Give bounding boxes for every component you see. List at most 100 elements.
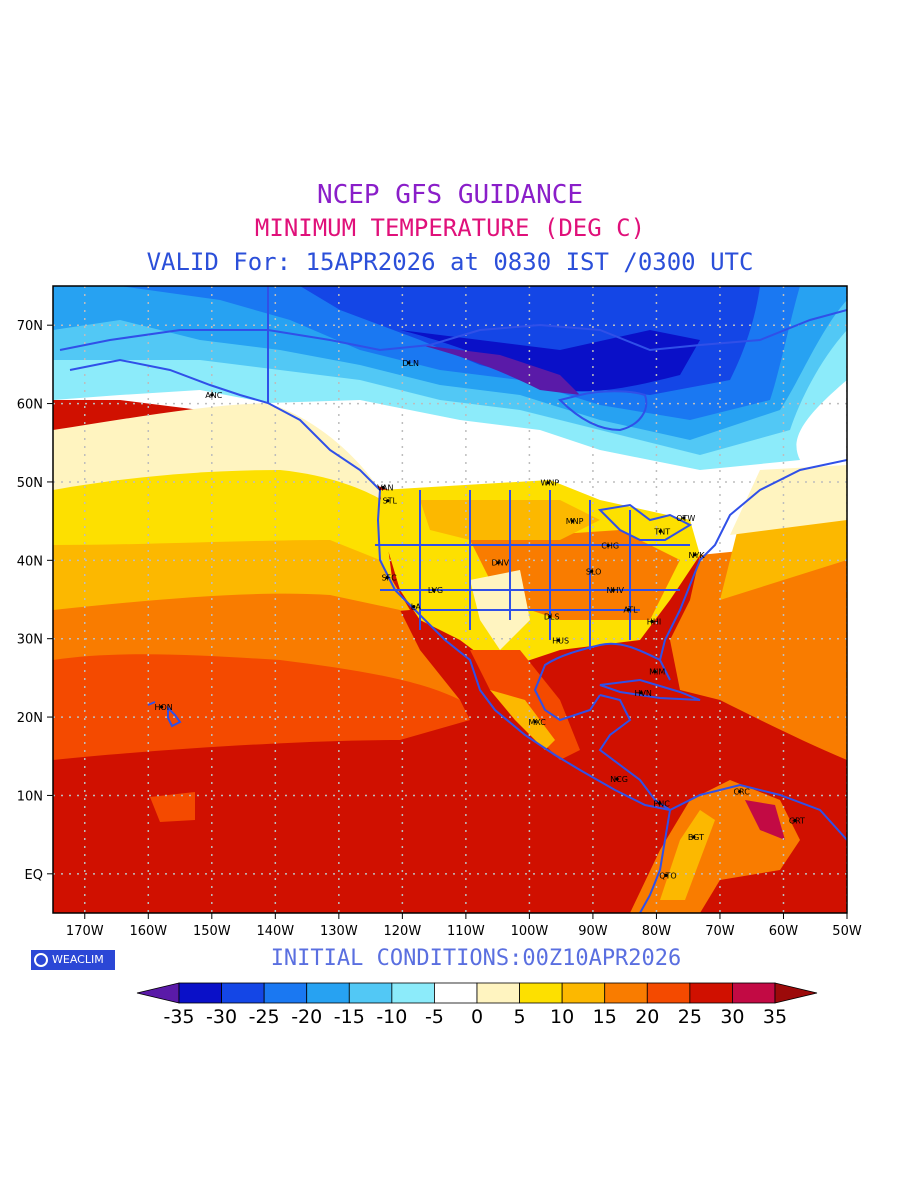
lat-label: EQ [25,868,43,883]
city-label: SLO [586,567,602,576]
city-label: STL [383,497,398,506]
colorbar: -35 -30 -25 -20 -15 -10 -5 0 5 10 15 20 25 30 35 [136,982,818,1028]
globe-icon [34,953,48,967]
lon-label: 130W [320,924,358,939]
logo-text: WEACLIM [52,953,104,966]
lon-label: 120W [384,924,422,939]
city-label: LVG [428,586,443,595]
colorbar-box [306,982,350,1004]
city-label: MIM [649,668,665,677]
latitude-labels: 70N 60N 50N 40N 30N 20N 10N EQ [17,319,53,883]
lon-label: 80W [642,924,672,939]
field-band-sa-30 [745,800,785,840]
field-band-atl-15 [720,515,847,600]
city-label: HUS [552,636,569,645]
field-band-atl-20 [670,540,847,760]
colorbar-label: -30 [206,1006,237,1028]
valid-time: VALID For: 15APR2026 at 0830 IST /0300 U… [146,248,754,276]
colorbar-label: -15 [334,1006,365,1028]
city-label: SFC [381,574,397,583]
city-label: DLN [402,359,419,368]
colorbar-label: -35 [163,1006,194,1028]
lat-label: 10N [17,789,43,804]
gridlines [53,286,847,913]
city-label: NCG [610,775,628,784]
city-marker [793,818,797,823]
city-marker [615,777,619,781]
colorbar-label: 20 [635,1006,659,1028]
city-marker [653,670,657,674]
field-band-atl-5 [730,465,847,535]
city-marker [386,499,390,503]
city-marker [738,789,742,794]
lat-label: 60N [17,398,43,413]
city-marker [533,720,537,724]
city-label: HON [154,703,172,712]
lon-label: 110W [447,924,485,939]
city-marker [548,615,552,619]
field-band-22 [53,654,470,760]
city-marker [160,705,164,709]
colorbar-label: 30 [720,1006,744,1028]
colorbar-low-arrow [136,982,180,1004]
lat-label: 70N [17,319,43,334]
lon-label: 170W [66,924,104,939]
city-label: PNC [653,799,670,808]
lon-label: 60W [769,924,799,939]
field-band-hawaii [150,792,195,822]
longitude-labels: 170W 160W 150W 140W 130W 120W 110W 100W 90W 80W 70… [66,913,862,939]
colorbar-box [178,982,222,1004]
city-label: QTO [659,871,676,880]
map-frame [52,285,848,914]
city-label: DNV [491,559,509,568]
field-band-sa-15 [660,810,715,900]
colorbar-box [263,982,308,1004]
field-band-mx-15 [490,690,555,750]
city-label: HHI [647,617,661,626]
city-marker [626,608,631,612]
city-label: GRT [789,817,805,826]
colorbar-box [732,982,776,1004]
lat-label: 40N [17,554,43,569]
city-label: WNP [540,479,559,488]
colorbar-box [476,982,520,1004]
lon-label: 50W [832,924,862,939]
colorbar-label: 15 [593,1006,617,1028]
city-label: NHV [607,586,625,595]
lat-label: 50N [17,476,43,491]
field-band-neg35 [420,345,580,395]
city-marker [407,361,411,365]
colorbar-label: 25 [678,1006,702,1028]
colorbar-label: -20 [291,1006,322,1028]
city-marker [431,588,436,592]
city-label: CHG [601,541,619,550]
initial-conditions: INITIAL CONDITIONS:00Z10APR2026 [270,946,682,971]
colorbar-box [434,982,478,1004]
colorbar-box [519,982,563,1004]
city-label: OTW [676,514,695,523]
city-marker [570,519,575,523]
city-label: LA [411,603,422,612]
city-marker [639,691,643,695]
city-label: BGT [688,833,704,842]
colorbar-box [391,982,435,1004]
colorbar-high-arrow [774,982,818,1004]
coastlines [59,286,847,913]
city-marker [412,604,416,609]
chart-subtitle: MINIMUM TEMPERATURE (DEG C) [254,214,646,242]
city-marker [611,588,615,592]
city-marker [650,619,654,624]
colorbar-box [604,982,648,1004]
city-marker [385,575,389,580]
field-band-neg30 [400,330,700,392]
colorbar-label: 0 [471,1006,483,1028]
city-label: ANC [205,391,222,400]
colorbar-label: 5 [514,1006,526,1028]
weaclim-logo: WEACLIM [31,950,115,970]
city-marker [557,638,561,642]
city-label: MXC [528,718,546,727]
city-marker [682,516,686,520]
city-marker [692,835,696,839]
colorbar-box [689,982,733,1004]
